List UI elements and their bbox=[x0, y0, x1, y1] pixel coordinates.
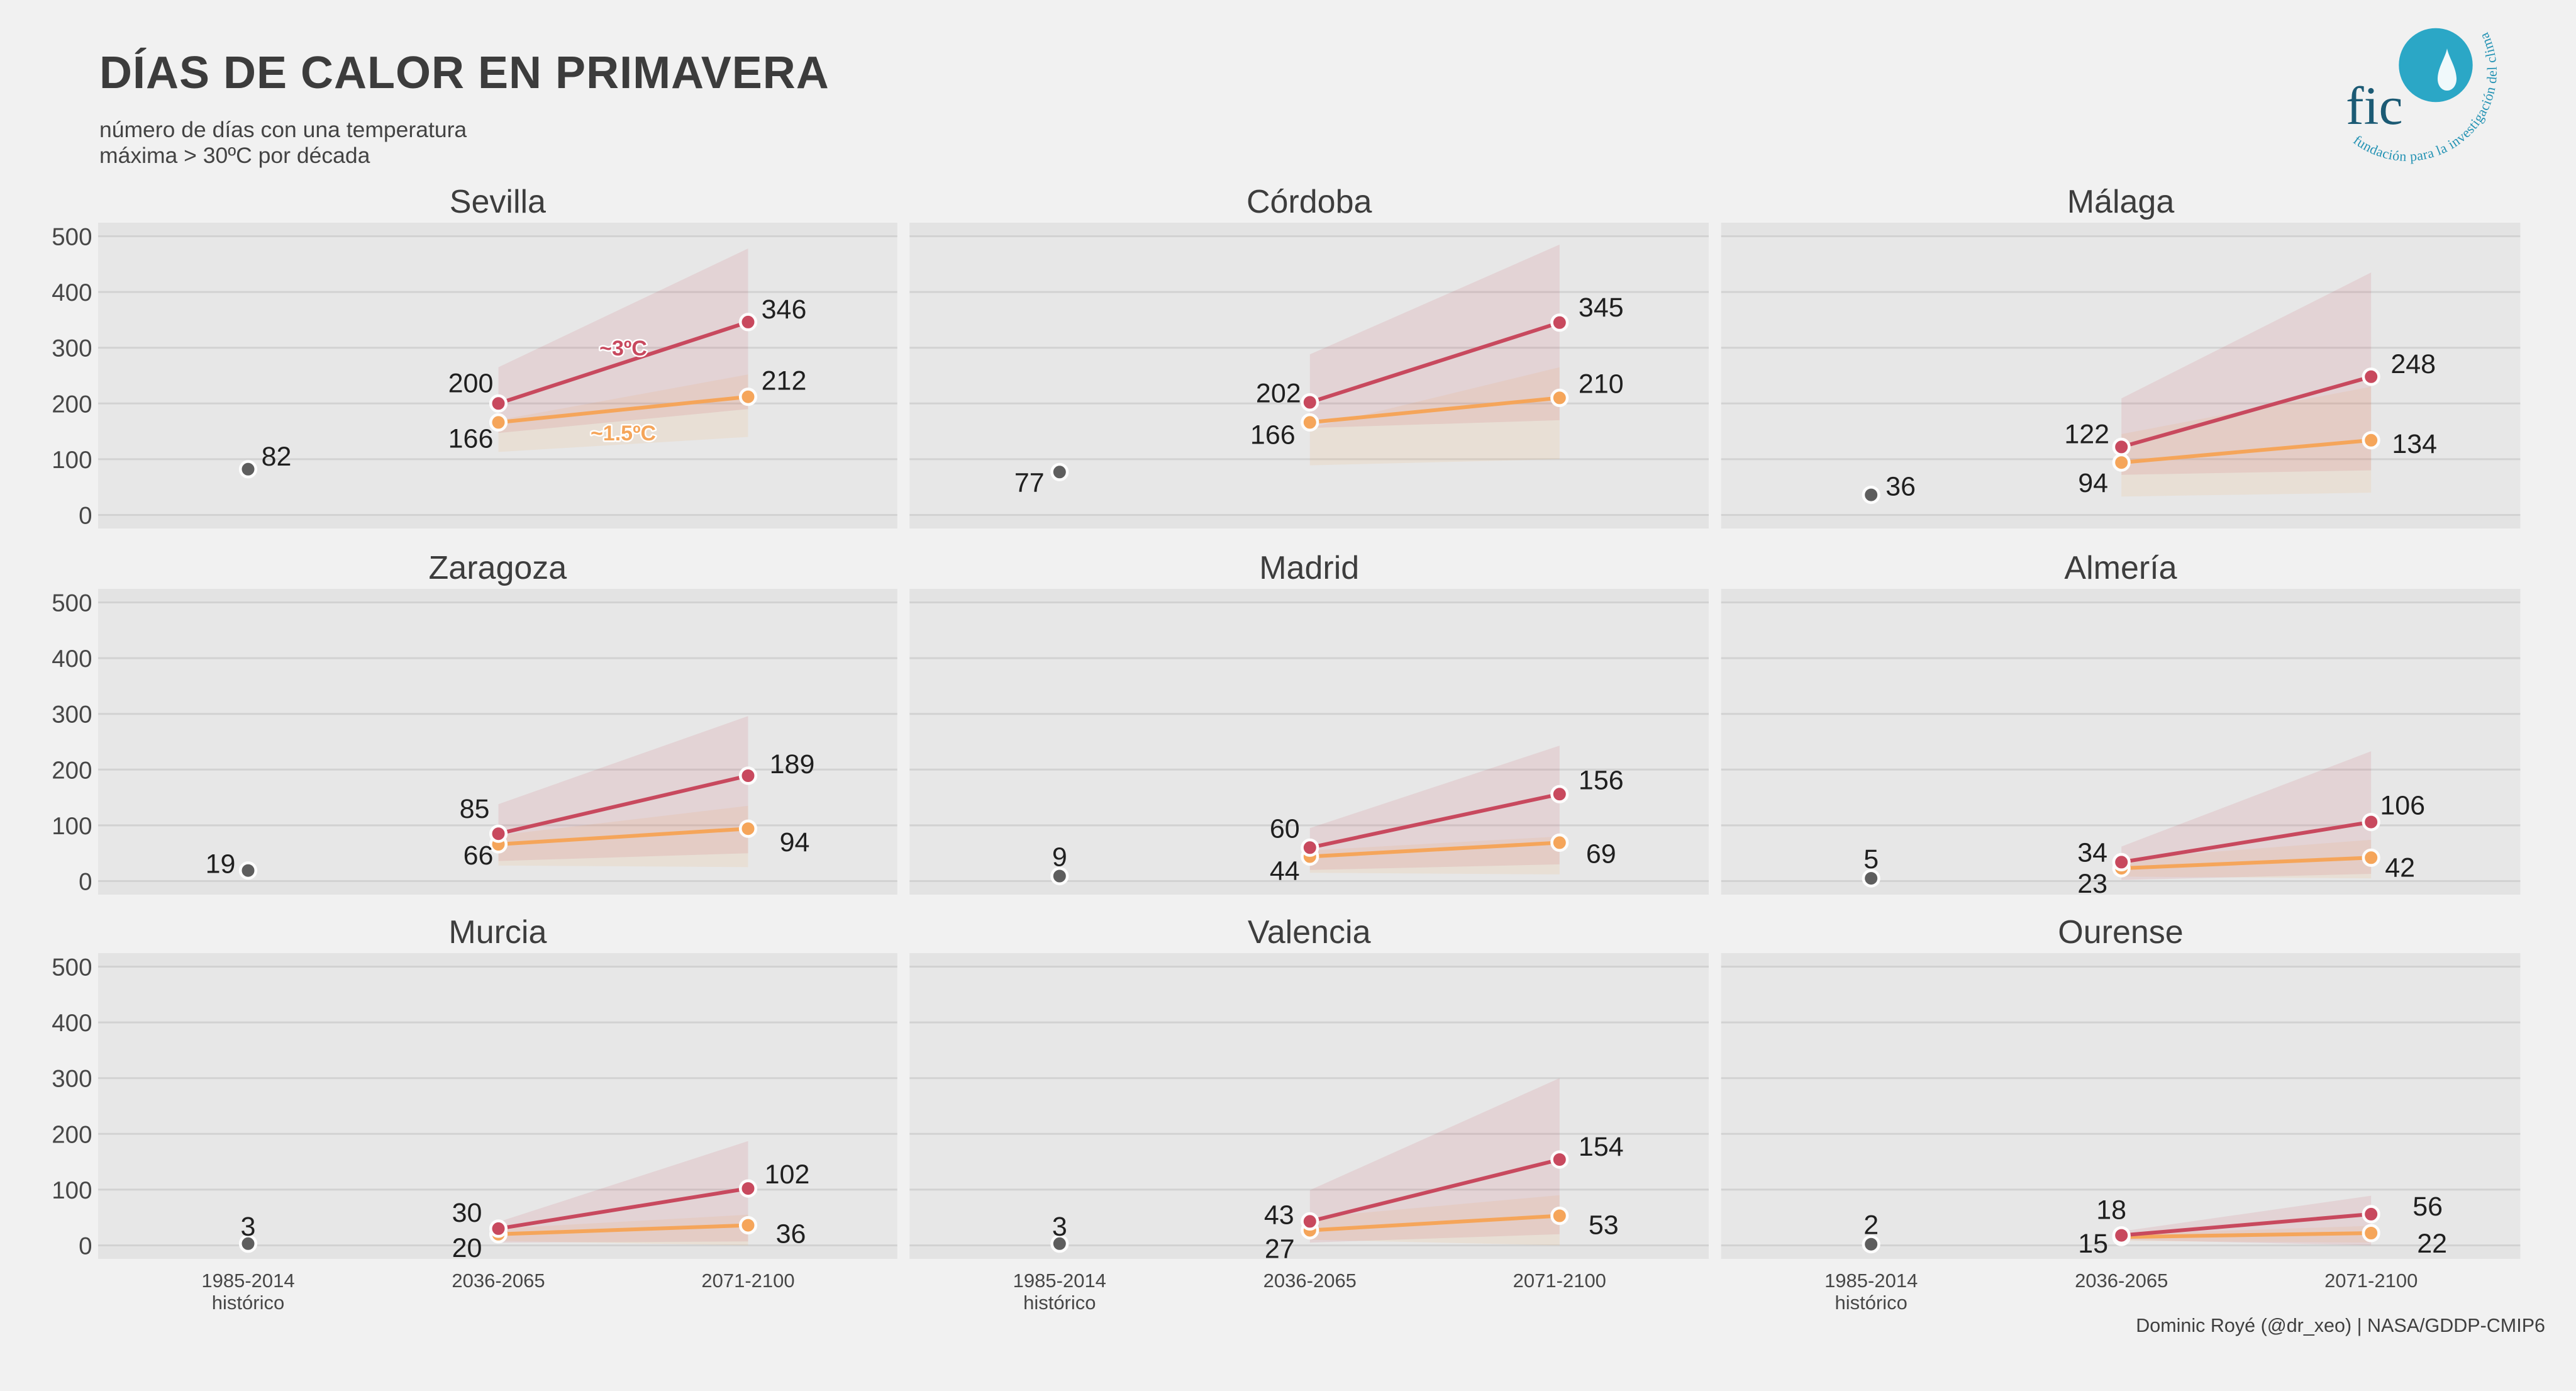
svg-text:100: 100 bbox=[52, 813, 92, 840]
svg-text:0: 0 bbox=[79, 1233, 92, 1260]
svg-text:200: 200 bbox=[52, 757, 92, 784]
svg-text:Madrid: Madrid bbox=[1259, 550, 1359, 586]
svg-text:9: 9 bbox=[1052, 842, 1067, 873]
svg-text:189: 189 bbox=[770, 749, 815, 779]
svg-text:número de días con una tempera: número de días con una temperatura bbox=[99, 117, 467, 142]
svg-text:202: 202 bbox=[1256, 379, 1301, 409]
svg-text:94: 94 bbox=[780, 827, 810, 858]
svg-text:100: 100 bbox=[52, 1177, 92, 1204]
svg-text:42: 42 bbox=[2385, 852, 2415, 883]
svg-text:200: 200 bbox=[448, 368, 494, 398]
svg-text:166: 166 bbox=[448, 423, 494, 454]
svg-text:53: 53 bbox=[1589, 1210, 1619, 1241]
svg-text:1985-2014: 1985-2014 bbox=[1824, 1270, 1918, 1292]
svg-text:43: 43 bbox=[1264, 1200, 1294, 1230]
svg-text:fic: fic bbox=[2346, 75, 2403, 136]
svg-text:2071-2100: 2071-2100 bbox=[2324, 1270, 2418, 1292]
svg-text:36: 36 bbox=[776, 1219, 806, 1249]
svg-text:5: 5 bbox=[1863, 844, 1879, 874]
svg-text:~1.5ºC: ~1.5ºC bbox=[591, 422, 656, 445]
svg-text:27: 27 bbox=[1265, 1234, 1295, 1265]
svg-text:346: 346 bbox=[762, 294, 807, 325]
svg-text:30: 30 bbox=[452, 1198, 482, 1228]
svg-text:15: 15 bbox=[2078, 1229, 2108, 1259]
svg-text:DÍAS DE CALOR EN PRIMAVERA: DÍAS DE CALOR EN PRIMAVERA bbox=[99, 48, 830, 98]
svg-text:248: 248 bbox=[2390, 349, 2436, 379]
svg-text:94: 94 bbox=[2078, 468, 2108, 498]
svg-text:Zaragoza: Zaragoza bbox=[429, 550, 567, 586]
svg-text:19: 19 bbox=[206, 849, 236, 880]
svg-text:Málaga: Málaga bbox=[2067, 184, 2175, 220]
svg-text:400: 400 bbox=[52, 1010, 92, 1037]
svg-text:2071-2100: 2071-2100 bbox=[1513, 1270, 1606, 1292]
svg-text:2036-2065: 2036-2065 bbox=[452, 1270, 545, 1292]
svg-text:22: 22 bbox=[2417, 1229, 2447, 1259]
svg-text:85: 85 bbox=[460, 794, 490, 824]
svg-text:200: 200 bbox=[52, 1121, 92, 1148]
svg-text:~3ºC: ~3ºC bbox=[599, 337, 647, 360]
svg-text:300: 300 bbox=[52, 701, 92, 729]
svg-text:Murcia: Murcia bbox=[448, 914, 547, 951]
svg-text:210: 210 bbox=[1579, 369, 1624, 399]
svg-text:20: 20 bbox=[452, 1233, 482, 1263]
svg-text:36: 36 bbox=[1885, 472, 1916, 502]
svg-text:Córdoba: Córdoba bbox=[1246, 184, 1372, 220]
svg-text:66: 66 bbox=[464, 841, 494, 871]
svg-text:166: 166 bbox=[1250, 420, 1296, 450]
svg-text:400: 400 bbox=[52, 279, 92, 306]
svg-text:200: 200 bbox=[52, 391, 92, 418]
svg-text:0: 0 bbox=[79, 869, 92, 896]
svg-text:Almería: Almería bbox=[2064, 550, 2177, 586]
svg-text:23: 23 bbox=[2077, 869, 2107, 899]
svg-text:56: 56 bbox=[2412, 1192, 2443, 1222]
svg-text:300: 300 bbox=[52, 335, 92, 362]
svg-text:máxima > 30ºC por década: máxima > 30ºC por década bbox=[99, 143, 370, 168]
svg-text:2036-2065: 2036-2065 bbox=[1263, 1270, 1357, 1292]
svg-text:Valencia: Valencia bbox=[1248, 914, 1371, 951]
svg-text:histórico: histórico bbox=[212, 1292, 284, 1314]
svg-text:122: 122 bbox=[2064, 419, 2109, 449]
svg-text:102: 102 bbox=[765, 1159, 810, 1190]
svg-text:60: 60 bbox=[1270, 813, 1300, 844]
svg-text:2071-2100: 2071-2100 bbox=[701, 1270, 794, 1292]
svg-text:2: 2 bbox=[1863, 1210, 1879, 1241]
svg-text:Ourense: Ourense bbox=[2058, 914, 2183, 951]
svg-text:18: 18 bbox=[2096, 1195, 2126, 1226]
svg-text:histórico: histórico bbox=[1835, 1292, 1907, 1314]
svg-text:400: 400 bbox=[52, 645, 92, 673]
svg-text:44: 44 bbox=[1270, 856, 1300, 886]
svg-text:345: 345 bbox=[1579, 293, 1624, 323]
svg-text:Sevilla: Sevilla bbox=[450, 184, 546, 220]
svg-text:100: 100 bbox=[52, 447, 92, 474]
svg-text:212: 212 bbox=[762, 366, 807, 396]
svg-text:histórico: histórico bbox=[1023, 1292, 1096, 1314]
svg-text:3: 3 bbox=[241, 1212, 256, 1242]
svg-text:77: 77 bbox=[1014, 467, 1045, 498]
svg-text:500: 500 bbox=[52, 224, 92, 251]
svg-text:154: 154 bbox=[1579, 1132, 1624, 1162]
svg-text:Dominic Royé (@dr_xeo) | NASA/: Dominic Royé (@dr_xeo) | NASA/GDDP-CMIP6 bbox=[2136, 1315, 2545, 1336]
svg-text:134: 134 bbox=[2392, 429, 2437, 459]
svg-text:106: 106 bbox=[2380, 791, 2425, 821]
svg-text:3: 3 bbox=[1052, 1212, 1067, 1242]
svg-text:300: 300 bbox=[52, 1066, 92, 1093]
svg-text:500: 500 bbox=[52, 590, 92, 617]
svg-text:0: 0 bbox=[79, 503, 92, 530]
svg-text:156: 156 bbox=[1579, 765, 1624, 795]
svg-text:82: 82 bbox=[262, 442, 292, 472]
svg-text:500: 500 bbox=[52, 954, 92, 981]
svg-text:34: 34 bbox=[2077, 837, 2107, 868]
svg-text:1985-2014: 1985-2014 bbox=[201, 1270, 294, 1292]
svg-text:69: 69 bbox=[1586, 839, 1616, 869]
svg-text:1985-2014: 1985-2014 bbox=[1013, 1270, 1106, 1292]
svg-text:2036-2065: 2036-2065 bbox=[2075, 1270, 2168, 1292]
